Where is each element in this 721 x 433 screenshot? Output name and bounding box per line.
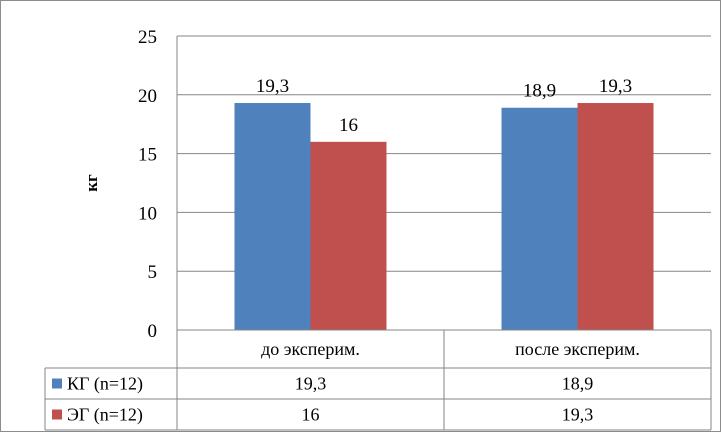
y-tick-label: 15 (138, 145, 157, 166)
legend-label: КГ (n=12) (67, 374, 143, 395)
y-tick-label: 0 (148, 321, 158, 342)
y-tick-label: 10 (138, 203, 157, 224)
legend-key-eg (52, 409, 62, 420)
bar-kg-0 (234, 103, 311, 330)
y-axis-title: кг (82, 174, 101, 192)
bar-eg-0 (310, 141, 387, 330)
y-tick-label: 5 (148, 262, 158, 283)
table-cell-value: 16 (302, 405, 320, 425)
y-tick-label: 25 (138, 27, 157, 48)
bar-kg-1 (501, 107, 578, 331)
data-label: 18,9 (523, 81, 556, 102)
data-label: 19,3 (256, 76, 289, 97)
data-label: 19,3 (599, 76, 632, 97)
category-label: после эксперим. (515, 339, 640, 359)
table-cell-value: 19,3 (562, 405, 594, 425)
category-label: до эксперим. (261, 339, 360, 359)
table-cell-value: 18,9 (562, 374, 594, 394)
table-cell-value: 19,3 (295, 374, 327, 394)
bar-eg-1 (577, 103, 654, 330)
legend-label: ЭГ (n=12) (67, 405, 143, 426)
y-tick-label: 20 (138, 86, 157, 107)
data-label: 16 (339, 115, 358, 136)
legend-key-kg (52, 378, 62, 389)
